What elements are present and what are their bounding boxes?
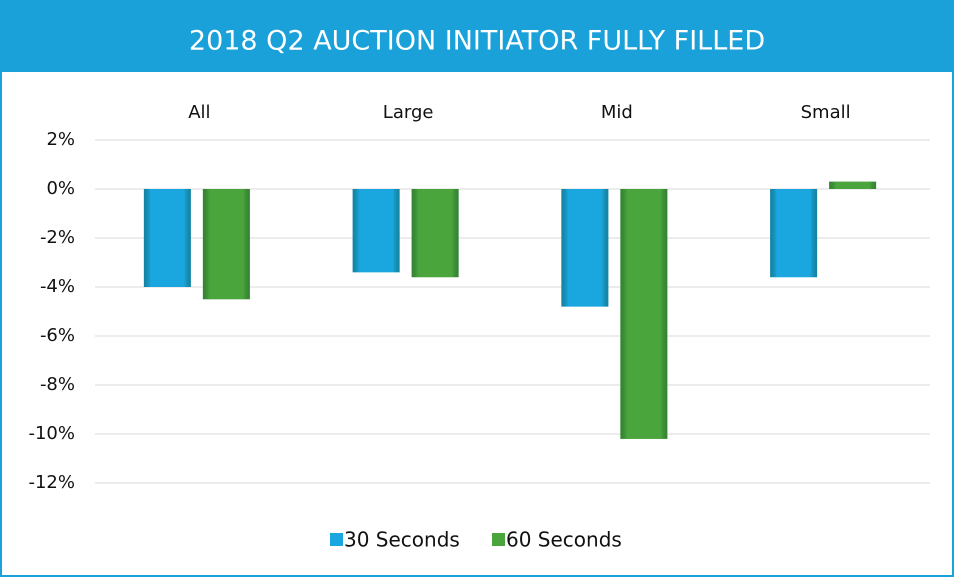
category-label: Mid [601,102,633,123]
category-label: Large [383,102,434,123]
legend-label: 60 Seconds [506,528,622,552]
bar-shade [352,189,400,273]
bar-shade [620,189,668,439]
category-label: All [188,102,210,123]
chart-title: 2018 Q2 AUCTION INITIATOR FULLY FILLED [189,26,765,57]
y-tick-label: 0% [46,178,75,199]
bar-shade [143,189,191,287]
bar-shade [829,181,877,189]
y-tick-label: -12% [28,472,75,493]
y-tick-label: -6% [40,325,75,346]
y-tick-label: -10% [28,423,75,444]
legend-swatch [330,533,343,546]
legend-label: 30 Seconds [344,528,460,552]
legend-swatch [492,533,505,546]
y-tick-label: -8% [40,374,75,395]
y-tick-label: -2% [40,227,75,248]
bar-shade [770,189,818,278]
bar-shade [561,189,609,307]
y-tick-label: 2% [46,129,75,150]
title-bar [0,0,954,72]
bar-shade [202,189,250,300]
y-tick-label: -4% [40,276,75,297]
bar-shade [411,189,459,278]
category-label: Small [801,102,851,123]
